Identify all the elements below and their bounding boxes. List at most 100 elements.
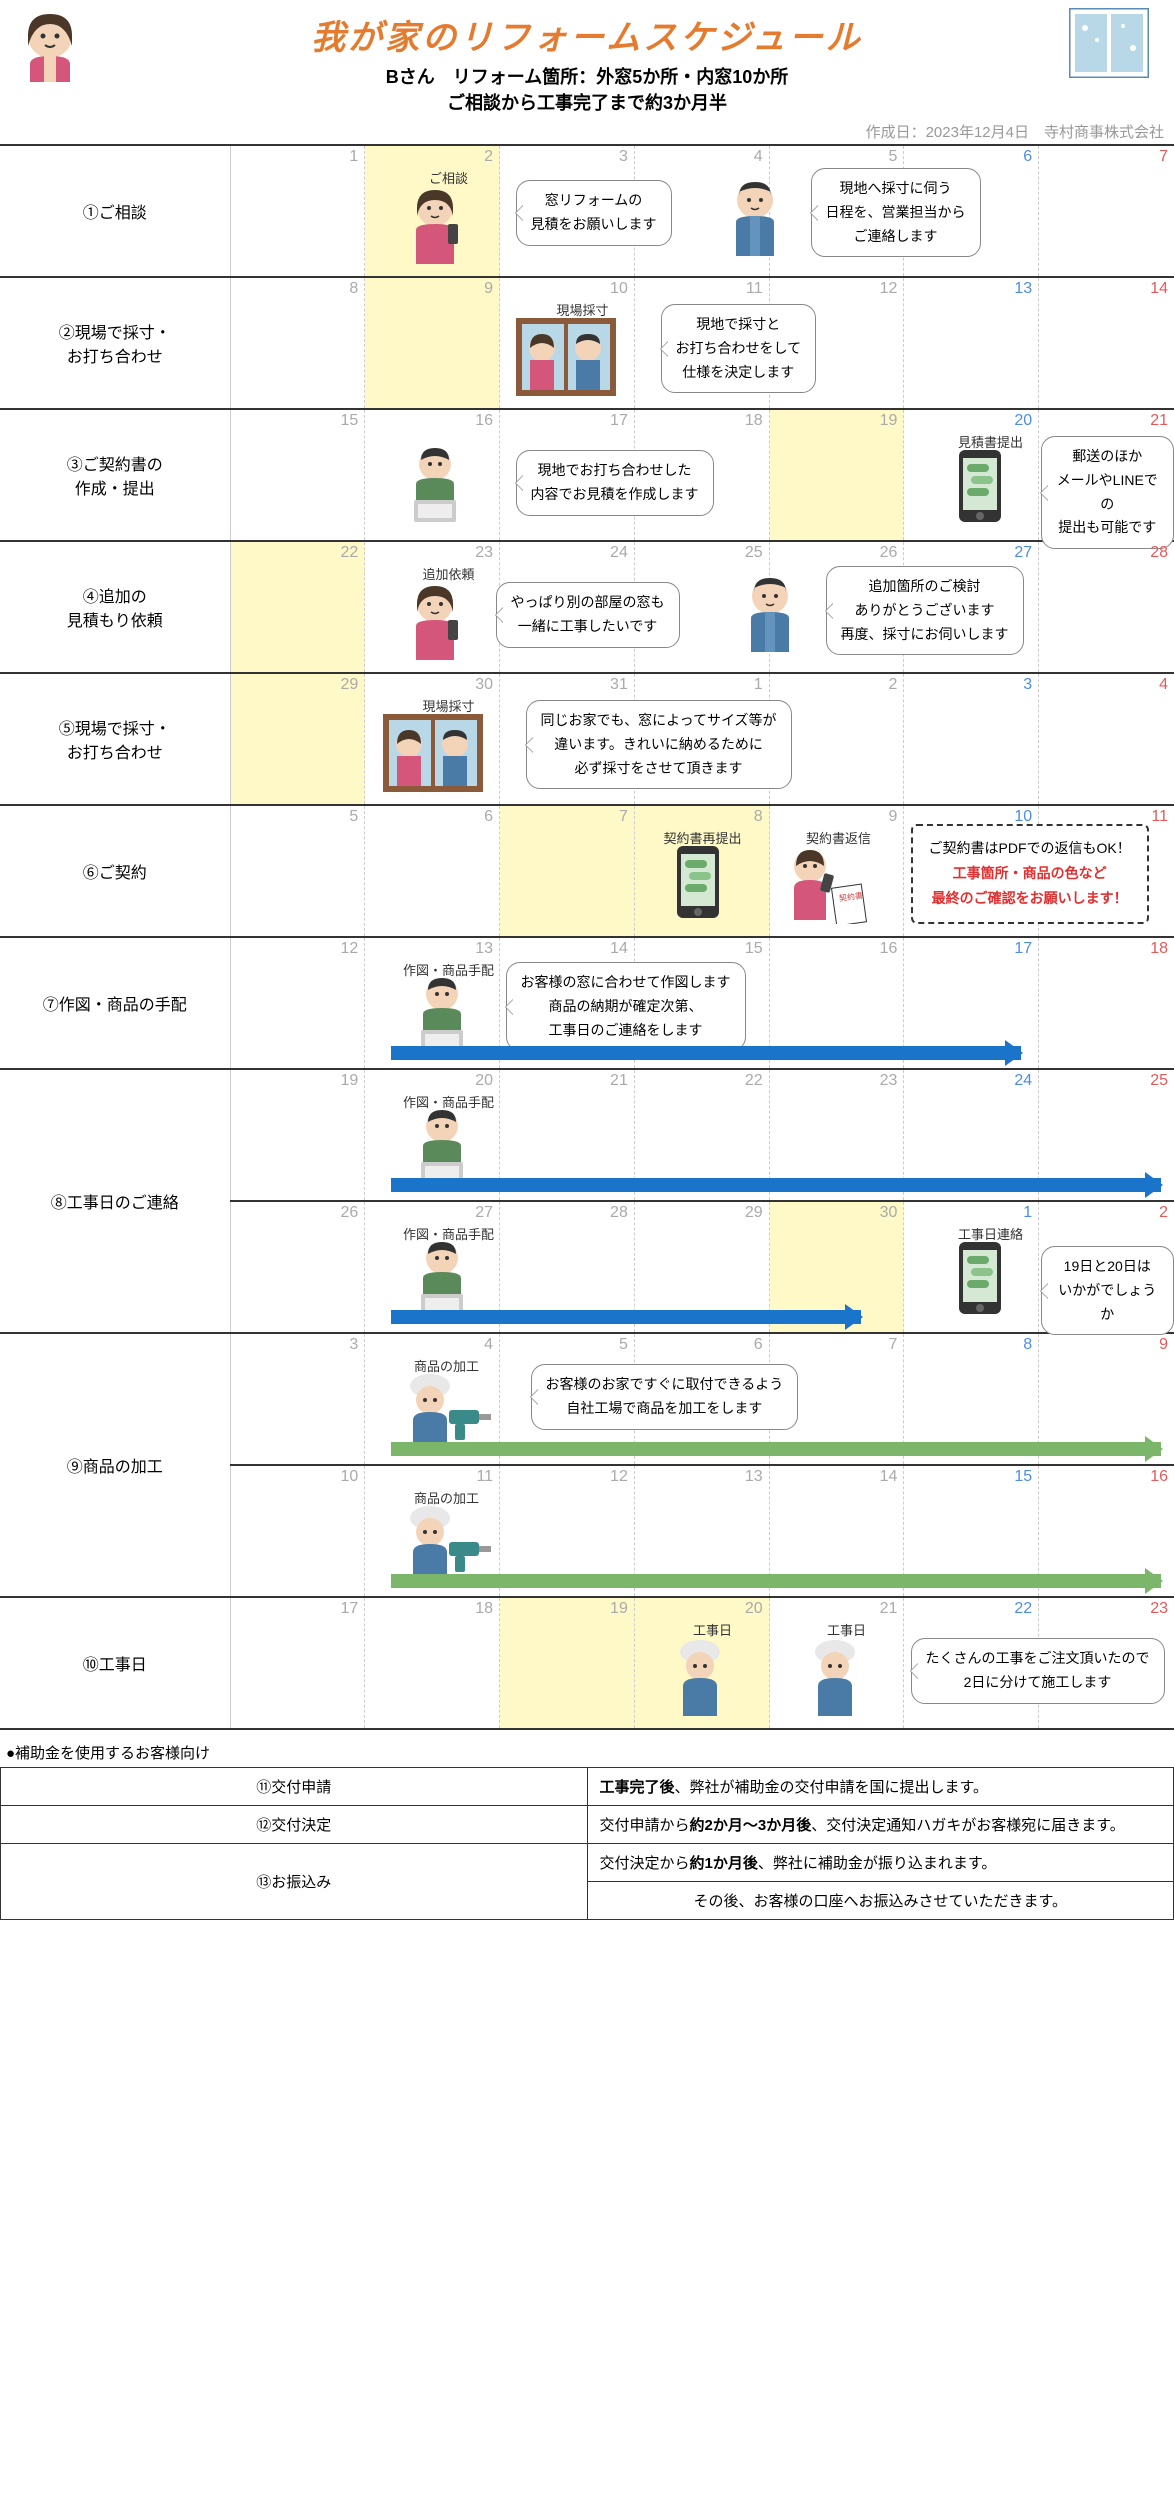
- step-label: ②現場で採寸・お打ち合わせ: [0, 277, 230, 409]
- day-cell: 28: [500, 1202, 635, 1332]
- day-cell: 31: [500, 674, 635, 804]
- subsidy-table: ⑪交付申請工事完了後、弊社が補助金の交付申請を国に提出します。⑫交付決定交付申請…: [0, 1767, 1174, 1920]
- day-cell: 2: [770, 674, 905, 804]
- window-icon: [1069, 8, 1149, 81]
- day-cell: 6: [904, 146, 1039, 276]
- avatar-icon: [18, 10, 82, 85]
- day-cell: 8: [231, 278, 366, 408]
- day-cell: 9: [365, 278, 500, 408]
- day-cell: 13: [365, 938, 500, 1068]
- day-cell: 11: [365, 1466, 500, 1596]
- day-cell: 1: [904, 1202, 1039, 1332]
- day-cell: 21: [770, 1598, 905, 1728]
- day-cell: 9: [770, 806, 905, 936]
- step-label: ④追加の見積もり依頼: [0, 541, 230, 673]
- day-cell: 15: [904, 1466, 1039, 1596]
- day-cell: 19: [231, 1070, 366, 1200]
- subsidy-text: 交付決定から約1か月後、弊社に補助金が振り込まれます。: [587, 1844, 1174, 1882]
- day-cell: 4: [365, 1334, 500, 1464]
- day-cell: 8: [904, 1334, 1039, 1464]
- day-cell: 9: [1039, 1334, 1174, 1464]
- step-label: ⑧工事日のご連絡: [0, 1069, 230, 1333]
- day-cell: 3: [231, 1334, 366, 1464]
- day-cell: 23: [1039, 1598, 1174, 1728]
- day-cell: 2: [1039, 1202, 1174, 1332]
- subsidy-label: ⑬お振込み: [1, 1844, 588, 1920]
- day-cell: 7: [770, 1334, 905, 1464]
- step-label: ③ご契約書の作成・提出: [0, 409, 230, 541]
- day-cell: 7: [500, 806, 635, 936]
- day-cell: 22: [635, 1070, 770, 1200]
- subtitle2: ご相談から工事完了まで約3か月半: [0, 89, 1174, 115]
- subsidy-section: ●補助金を使用するお客様向け ⑪交付申請工事完了後、弊社が補助金の交付申請を国に…: [0, 1738, 1174, 1920]
- day-cell: 3: [500, 146, 635, 276]
- step-label: ①ご相談: [0, 145, 230, 277]
- day-cell: 12: [231, 938, 366, 1068]
- day-cell: 23: [365, 542, 500, 672]
- day-cell: 16: [365, 410, 500, 540]
- day-cell: 11: [635, 278, 770, 408]
- subsidy-heading: ●補助金を使用するお客様向け: [0, 1738, 1174, 1767]
- day-cell: 25: [1039, 1070, 1174, 1200]
- day-cell: 30: [770, 1202, 905, 1332]
- day-cell: 21: [500, 1070, 635, 1200]
- day-cell: 5: [770, 146, 905, 276]
- day-cell: 30: [365, 674, 500, 804]
- day-cell: 24: [500, 542, 635, 672]
- day-cell: 26: [770, 542, 905, 672]
- day-cell: 25: [635, 542, 770, 672]
- day-cell: 15: [635, 938, 770, 1068]
- day-cell: 26: [231, 1202, 366, 1332]
- day-cell: 18: [365, 1598, 500, 1728]
- day-cell: 29: [231, 674, 366, 804]
- step-label: ⑤現場で採寸・お打ち合わせ: [0, 673, 230, 805]
- day-cell: 23: [770, 1070, 905, 1200]
- day-cell: 6: [365, 806, 500, 936]
- meta: 作成日：2023年12月4日 寺村商事株式会社: [0, 119, 1174, 144]
- step-label: ⑨商品の加工: [0, 1333, 230, 1597]
- step-label: ⑥ご契約: [0, 805, 230, 937]
- day-cell: 15: [231, 410, 366, 540]
- schedule-table: ①ご相談1234567ご相談窓リフォームの見積をお願いします現地へ採寸に伺う日程…: [0, 144, 1174, 1730]
- day-cell: 27: [365, 1202, 500, 1332]
- day-cell: 16: [770, 938, 905, 1068]
- day-cell: 5: [500, 1334, 635, 1464]
- day-cell: 14: [1039, 278, 1174, 408]
- subsidy-text: 工事完了後、弊社が補助金の交付申請を国に提出します。: [587, 1768, 1174, 1806]
- day-cell: 8: [635, 806, 770, 936]
- day-cell: 24: [904, 1070, 1039, 1200]
- day-cell: 2: [365, 146, 500, 276]
- day-cell: 16: [1039, 1466, 1174, 1596]
- day-cell: 3: [904, 674, 1039, 804]
- day-cell: 17: [500, 410, 635, 540]
- page-title: 我が家のリフォームスケジュール: [0, 10, 1174, 59]
- day-cell: 18: [1039, 938, 1174, 1068]
- subsidy-text: その後、お客様の口座へお振込みさせていただきます。: [587, 1882, 1174, 1920]
- day-cell: 1: [231, 146, 366, 276]
- day-cell: 4: [1039, 674, 1174, 804]
- day-cell: 17: [231, 1598, 366, 1728]
- day-cell: 11: [1039, 806, 1174, 936]
- subsidy-text: 交付申請から約2か月～3か月後、交付決定通知ハガキがお客様宛に届きます。: [587, 1806, 1174, 1844]
- day-cell: 29: [635, 1202, 770, 1332]
- day-cell: 10: [231, 1466, 366, 1596]
- day-cell: 14: [770, 1466, 905, 1596]
- day-cell: 12: [500, 1466, 635, 1596]
- day-cell: 13: [635, 1466, 770, 1596]
- day-cell: 10: [904, 806, 1039, 936]
- day-cell: 5: [231, 806, 366, 936]
- day-cell: 19: [770, 410, 905, 540]
- day-cell: 22: [904, 1598, 1039, 1728]
- day-cell: 27: [904, 542, 1039, 672]
- day-cell: 19: [500, 1598, 635, 1728]
- day-cell: 20: [365, 1070, 500, 1200]
- step-label: ⑦作図・商品の手配: [0, 937, 230, 1069]
- day-cell: 14: [500, 938, 635, 1068]
- day-cell: 20: [904, 410, 1039, 540]
- day-cell: 1: [635, 674, 770, 804]
- header: 我が家のリフォームスケジュール Bさん リフォーム箇所：外窓5か所・内窓10か所…: [0, 0, 1174, 119]
- step-label: ⑩工事日: [0, 1597, 230, 1729]
- day-cell: 17: [904, 938, 1039, 1068]
- day-cell: 4: [635, 146, 770, 276]
- day-cell: 20: [635, 1598, 770, 1728]
